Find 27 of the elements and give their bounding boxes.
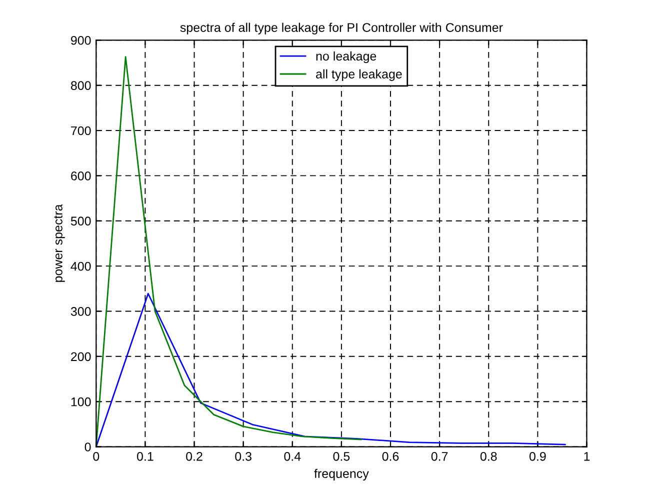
y-tick-label: 800 bbox=[70, 81, 91, 90]
y-tick-label: 400 bbox=[70, 262, 91, 271]
x-tick-label: 0.7 bbox=[431, 452, 448, 461]
chart-title: spectra of all type leakage for PI Controller with Consumer bbox=[180, 22, 503, 34]
legend-label: all type leakage bbox=[316, 69, 402, 81]
x-axis-title: frequency bbox=[314, 468, 369, 480]
x-tick-label: 0.6 bbox=[382, 452, 399, 461]
y-tick-label: 0 bbox=[84, 442, 91, 452]
y-tick-label: 200 bbox=[71, 352, 91, 362]
x-tick-label: 0.4 bbox=[284, 452, 301, 461]
x-tick-label: 0.5 bbox=[333, 452, 350, 461]
y-tick-label: 900 bbox=[71, 36, 91, 45]
y-tick-label: 600 bbox=[71, 172, 91, 180]
legend-label: no leakage bbox=[316, 51, 376, 64]
x-tick-label: 0.3 bbox=[235, 452, 252, 461]
x-tick-label: 0.8 bbox=[480, 452, 497, 461]
x-tick-label: 0.9 bbox=[529, 452, 546, 461]
y-tick-label: 700 bbox=[71, 126, 91, 136]
y-axis-title: power spectra bbox=[54, 204, 65, 282]
y-tick-label: 500 bbox=[70, 216, 91, 226]
y-tick-label: 100 bbox=[71, 397, 91, 406]
x-tick-label: 0 bbox=[93, 452, 100, 461]
x-tick-label: 1 bbox=[584, 452, 590, 461]
y-tick-label: 300 bbox=[70, 307, 91, 316]
x-tick-label: 0.2 bbox=[186, 452, 202, 461]
x-tick-label: 0.1 bbox=[137, 452, 154, 461]
line-series bbox=[96, 292, 566, 447]
